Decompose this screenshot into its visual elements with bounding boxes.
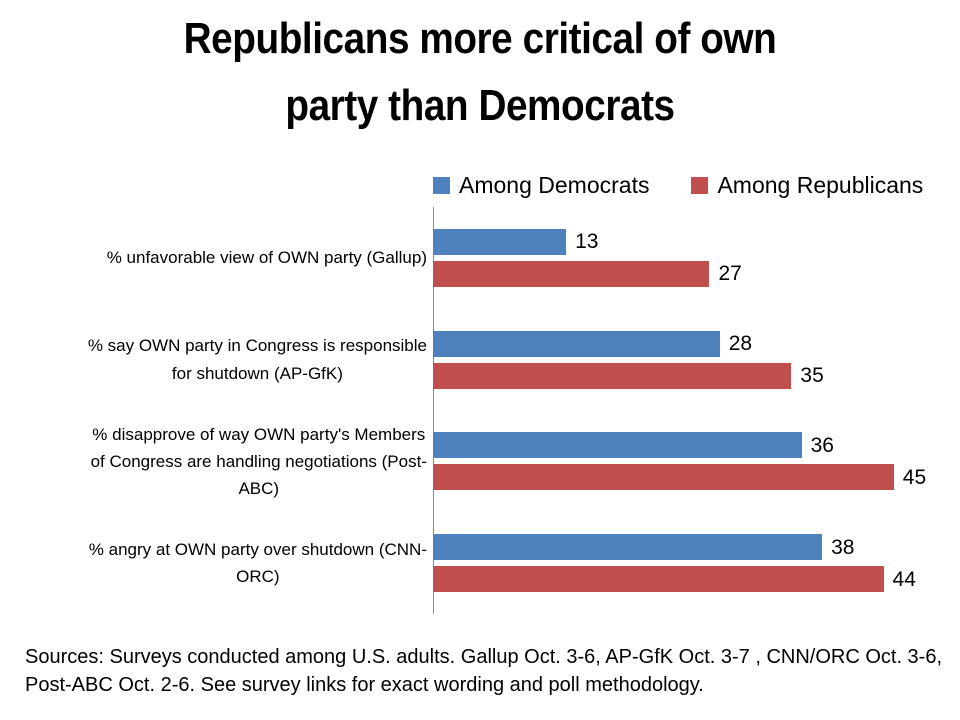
bar-among-republicans bbox=[433, 362, 792, 389]
category-cell: % unfavorable view of OWN party (Gallup) bbox=[0, 244, 433, 271]
chart-row: % unfavorable view of OWN party (Gallup)… bbox=[0, 207, 960, 309]
chart-row: % say OWN party in Congress is responsib… bbox=[0, 309, 960, 411]
bar-row: 38 bbox=[433, 534, 960, 561]
category-axis-line bbox=[433, 207, 434, 614]
bar-chart: % unfavorable view of OWN party (Gallup)… bbox=[0, 207, 960, 614]
bar-among-republicans bbox=[433, 260, 710, 287]
bar-value-label: 45 bbox=[902, 465, 927, 489]
bar-among-republicans bbox=[433, 566, 884, 593]
legend-item-democrats: Among Democrats bbox=[433, 172, 649, 199]
category-label: % say OWN party in Congress is responsib… bbox=[87, 336, 427, 383]
bar-row: 44 bbox=[433, 566, 960, 593]
bar-value-label: 36 bbox=[810, 433, 834, 457]
bar-value-label: 27 bbox=[718, 262, 742, 286]
bar-group: 13 27 bbox=[433, 228, 960, 287]
bar-among-democrats bbox=[433, 534, 823, 561]
category-label: % angry at OWN party over shutdown (CNN-… bbox=[88, 539, 427, 587]
bar-among-democrats bbox=[433, 330, 720, 357]
bar-group: 38 44 bbox=[433, 534, 960, 593]
legend-swatch-democrats-icon bbox=[433, 176, 450, 194]
category-label: % unfavorable view of OWN party (Gallup) bbox=[106, 248, 427, 268]
bar-row: 27 bbox=[433, 260, 960, 287]
chart-title: Republicans more critical of own party t… bbox=[183, 14, 777, 130]
chart-row: % disapprove of way OWN party's Members … bbox=[0, 411, 960, 513]
legend: Among Democrats Among Republicans bbox=[433, 170, 923, 200]
bar-among-democrats bbox=[433, 432, 802, 459]
bar-value-label: 44 bbox=[892, 567, 916, 591]
bar-among-democrats bbox=[433, 228, 567, 255]
sources-note: Sources: Surveys conducted among U.S. ad… bbox=[25, 646, 943, 697]
bar-value-label: 38 bbox=[831, 535, 855, 559]
bar-among-republicans bbox=[433, 464, 894, 491]
bar-group: 28 35 bbox=[433, 330, 960, 389]
legend-label-republicans: Among Republicans bbox=[717, 171, 924, 198]
category-cell: % angry at OWN party over shutdown (CNN-… bbox=[0, 536, 433, 590]
chart-rows: % unfavorable view of OWN party (Gallup)… bbox=[0, 207, 960, 614]
category-cell: % say OWN party in Congress is responsib… bbox=[0, 332, 433, 386]
legend-item-republicans: Among Republicans bbox=[691, 172, 923, 199]
bar-row: 13 bbox=[433, 228, 960, 255]
category-cell: % disapprove of way OWN party's Members … bbox=[0, 421, 433, 503]
category-label: % disapprove of way OWN party's Members … bbox=[90, 424, 427, 498]
bar-row: 35 bbox=[433, 362, 960, 389]
bar-row: 45 bbox=[433, 464, 960, 491]
chart-row: % angry at OWN party over shutdown (CNN-… bbox=[0, 512, 960, 614]
bar-value-label: 13 bbox=[575, 230, 599, 254]
bar-row: 36 bbox=[433, 432, 960, 459]
bar-group: 36 45 bbox=[433, 432, 960, 491]
bar-value-label: 28 bbox=[728, 332, 753, 356]
legend-label-democrats: Among Democrats bbox=[459, 171, 650, 198]
bar-value-label: 35 bbox=[800, 364, 824, 388]
bar-row: 28 bbox=[433, 330, 960, 357]
legend-swatch-republicans-icon bbox=[691, 176, 709, 194]
